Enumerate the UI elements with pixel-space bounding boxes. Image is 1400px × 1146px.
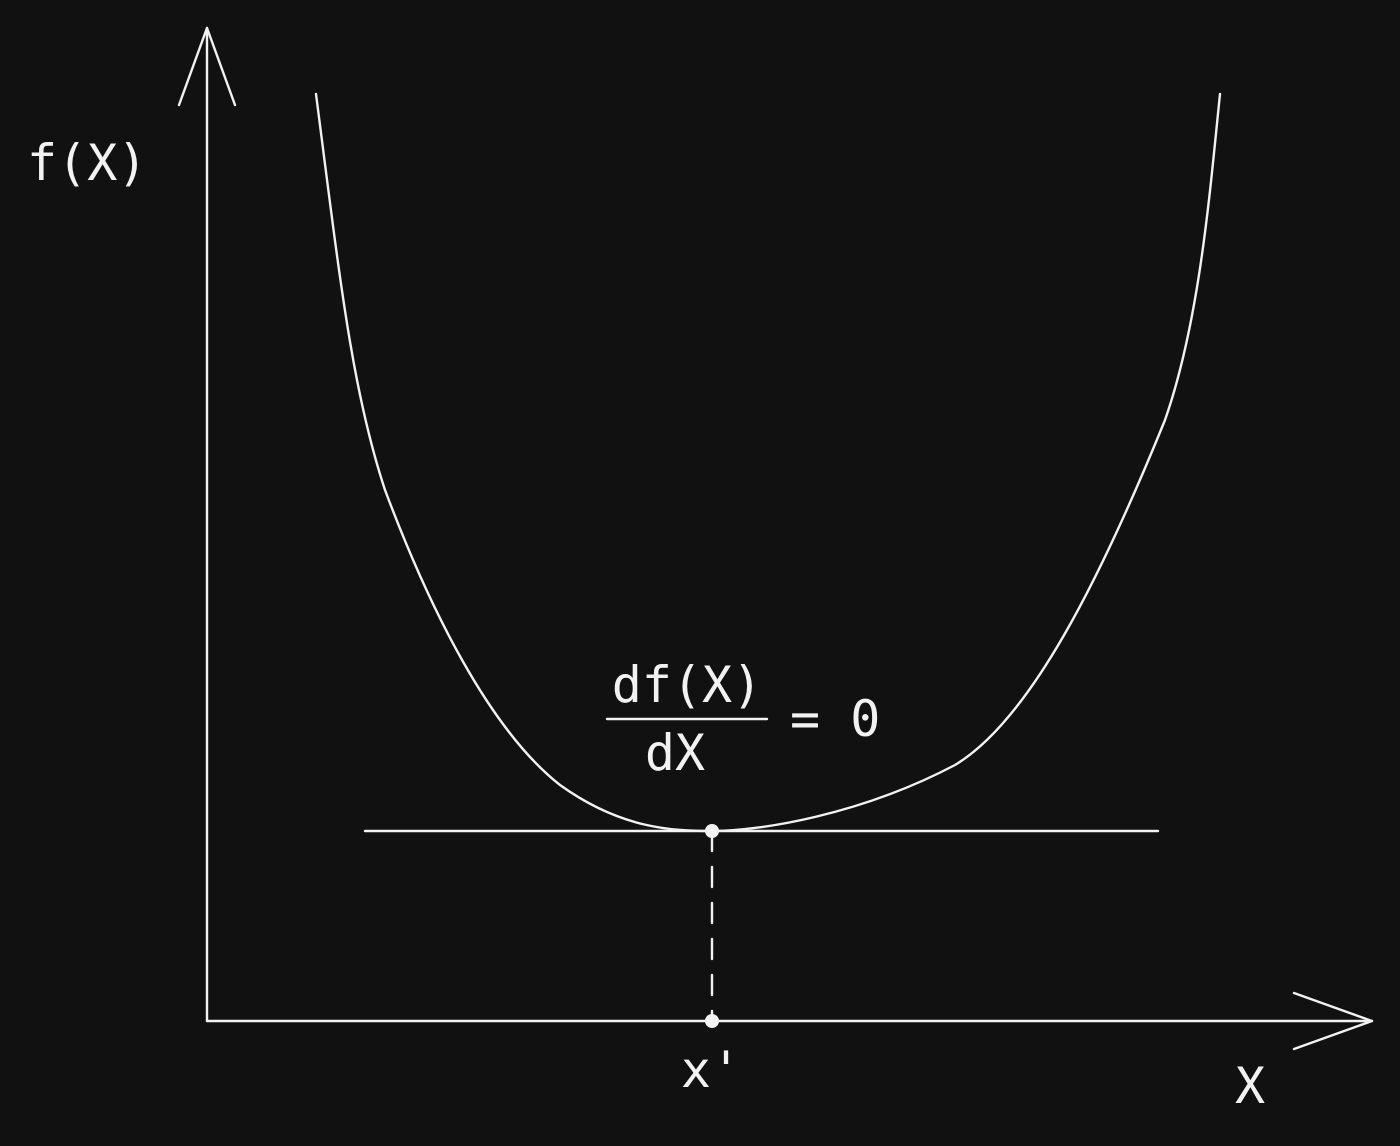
y-axis-arrowhead [177,26,237,107]
minimum-x-label: x' [681,1041,741,1099]
function-curve [314,92,1222,833]
x-axis-label: X [1235,1057,1265,1115]
x-axis-arrowhead [1292,991,1374,1051]
minimum-point [705,824,719,838]
derivative-numerator: df(X) [612,656,763,714]
derivative-equals-zero: = 0 [790,690,880,748]
y-axis-label: f(X) [27,134,147,192]
x-axis-point [705,1014,719,1028]
derivative-denominator: dX [645,724,705,782]
